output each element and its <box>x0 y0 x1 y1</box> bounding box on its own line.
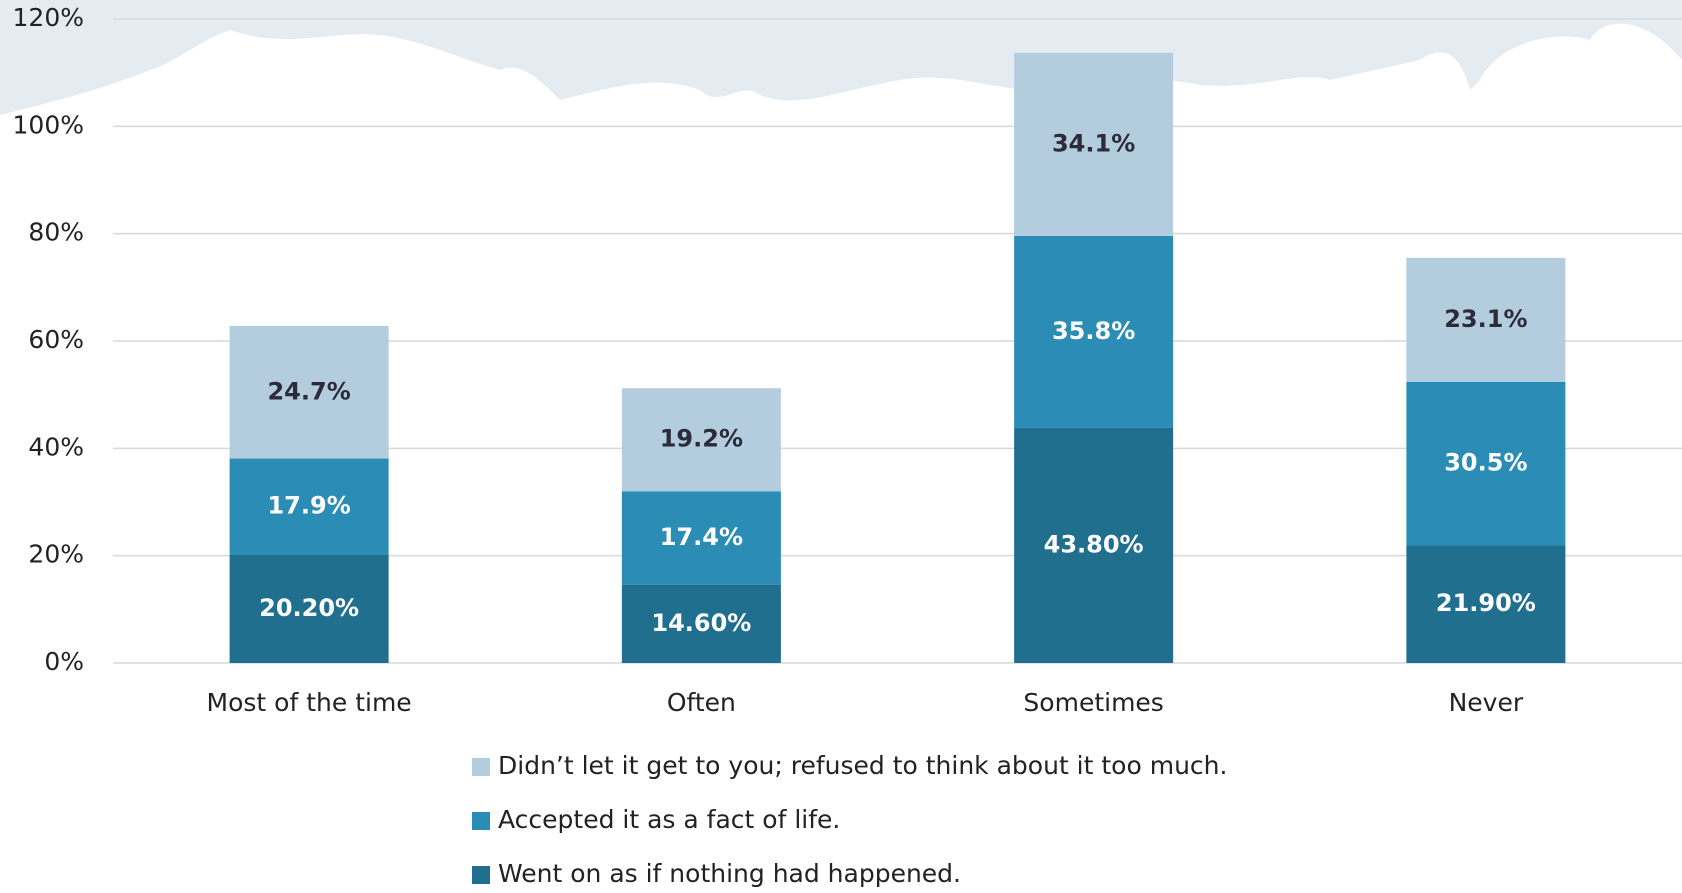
value-label: 21.90% <box>1436 589 1536 617</box>
bar-segment <box>1406 381 1566 546</box>
bar-segment <box>229 458 389 555</box>
value-label: 19.2% <box>660 425 743 453</box>
y-tick-label: 120% <box>13 3 84 32</box>
x-tick-label: Never <box>1449 688 1524 717</box>
value-label: 24.7% <box>267 377 350 405</box>
y-tick-label: 0% <box>44 647 84 676</box>
bar-segment <box>621 584 781 663</box>
bar-segment <box>621 388 781 492</box>
legend-label: Didn’t let it get to you; refused to thi… <box>498 751 1227 780</box>
legend-swatch <box>472 866 490 884</box>
value-label: 23.1% <box>1444 305 1527 333</box>
value-label: 17.9% <box>267 492 350 520</box>
bar-segment <box>229 325 389 459</box>
bar-segment <box>1014 235 1174 428</box>
value-label: 20.20% <box>259 594 359 622</box>
bar-segment <box>1406 257 1566 382</box>
value-label: 30.5% <box>1444 449 1527 477</box>
legend-label: Accepted it as a fact of life. <box>498 805 840 834</box>
background-decoration <box>0 0 1682 115</box>
legend-label: Went on as if nothing had happened. <box>498 859 961 888</box>
bar-segment <box>621 491 781 585</box>
y-tick-label: 20% <box>28 540 84 569</box>
value-label: 35.8% <box>1052 317 1135 345</box>
x-tick-label: Most of the time <box>207 688 412 717</box>
x-tick-label: Often <box>667 688 736 717</box>
y-tick-label: 80% <box>28 218 84 247</box>
bar-segment <box>1406 545 1566 663</box>
value-label: 14.60% <box>651 609 751 637</box>
x-tick-label: Sometimes <box>1023 688 1163 717</box>
y-tick-label: 40% <box>28 432 84 461</box>
value-label: 34.1% <box>1052 129 1135 157</box>
bar-segment <box>1014 427 1174 663</box>
legend-swatch <box>472 812 490 830</box>
y-tick-label: 100% <box>13 110 84 139</box>
bar-segment <box>229 554 389 663</box>
legend-swatch <box>472 758 490 776</box>
y-tick-label: 60% <box>28 325 84 354</box>
bar-segment <box>1014 52 1174 236</box>
value-label: 17.4% <box>660 523 743 551</box>
value-label: 43.80% <box>1044 530 1144 558</box>
